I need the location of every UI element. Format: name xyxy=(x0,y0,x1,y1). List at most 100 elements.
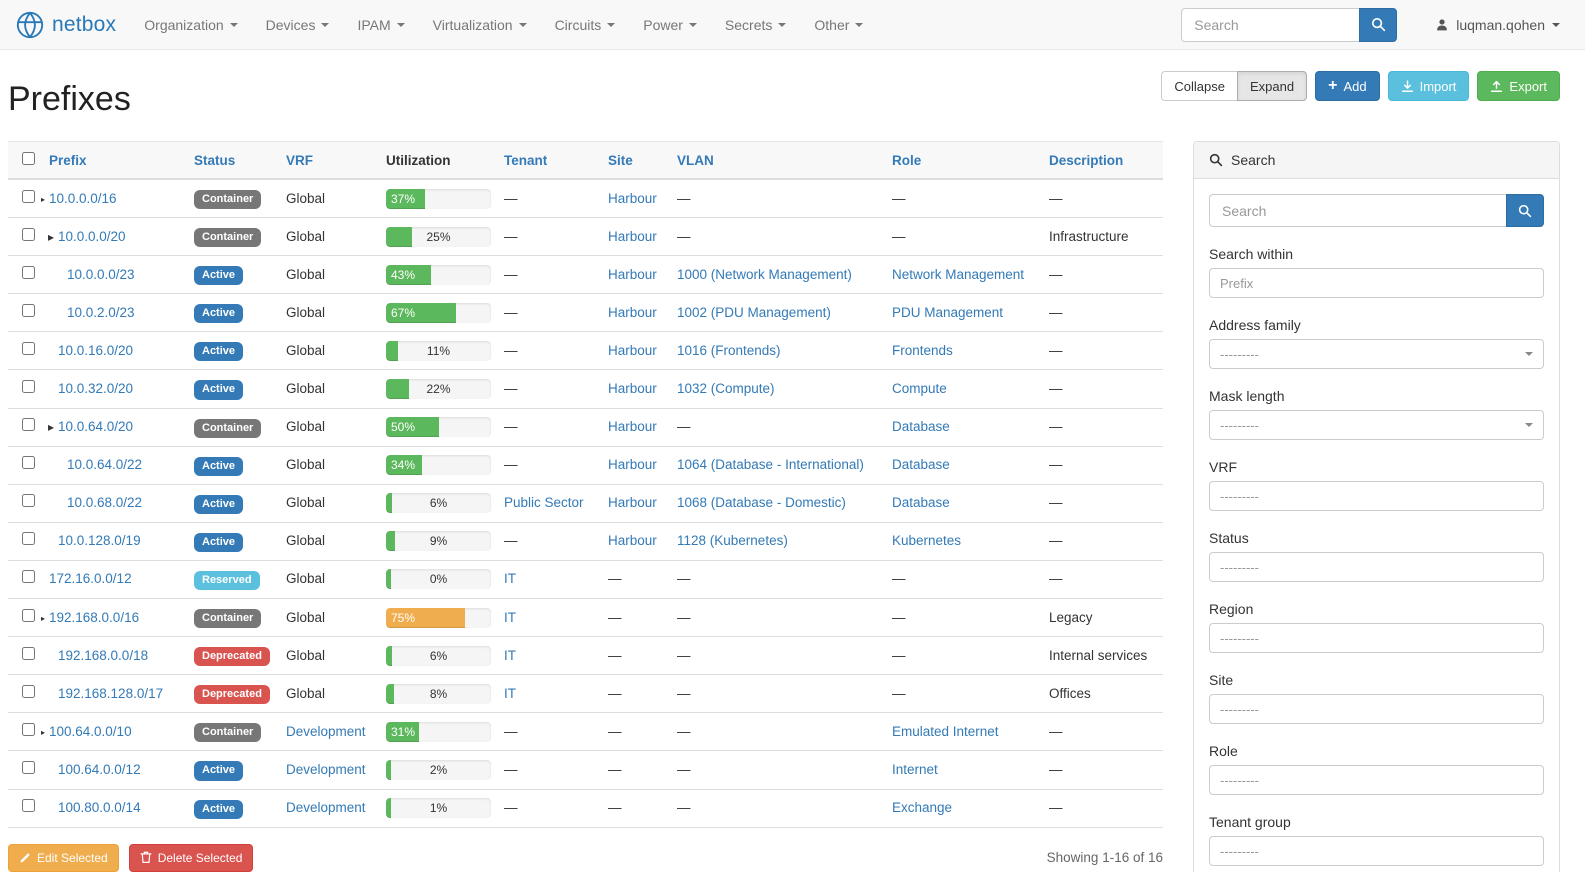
role-link[interactable]: PDU Management xyxy=(892,304,1004,320)
row-checkbox[interactable] xyxy=(22,494,35,508)
prefix-link[interactable]: 100.64.0.0/12 xyxy=(58,761,141,777)
expand-caret-icon[interactable]: ▸ xyxy=(41,189,45,209)
delete-selected-button[interactable]: Delete Selected xyxy=(128,843,254,872)
site-link[interactable]: Harbour xyxy=(608,304,657,320)
row-checkbox[interactable] xyxy=(22,303,35,317)
tenant-link[interactable]: IT xyxy=(504,609,516,625)
row-checkbox[interactable] xyxy=(22,456,35,470)
role-link[interactable]: Database xyxy=(892,457,950,473)
nav-item-devices[interactable]: Devices xyxy=(252,0,344,49)
filter-select-region[interactable]: --------- xyxy=(1209,623,1544,653)
expand-button[interactable]: Expand xyxy=(1237,71,1308,101)
prefix-link[interactable]: 10.0.2.0/23 xyxy=(67,304,135,320)
column-header-tenant[interactable]: Tenant xyxy=(496,141,600,180)
prefix-link[interactable]: 192.168.0.0/16 xyxy=(49,609,140,625)
vlan-link[interactable]: 1000 (Network Management) xyxy=(677,266,852,282)
vlan-link[interactable]: 1068 (Database - Domestic) xyxy=(677,495,846,511)
prefix-link[interactable]: 10.0.32.0/20 xyxy=(58,381,134,397)
expand-caret-icon[interactable]: ▸ xyxy=(48,229,55,244)
vrf-link[interactable]: Development xyxy=(286,761,366,777)
tenant-link[interactable]: IT xyxy=(504,571,516,587)
prefix-link[interactable]: 10.0.68.0/22 xyxy=(67,495,143,511)
filter-select-address-family[interactable]: --------- xyxy=(1209,339,1544,369)
nav-item-secrets[interactable]: Secrets xyxy=(711,0,800,49)
expand-caret-icon[interactable]: ▸ xyxy=(41,608,45,628)
prefix-link[interactable]: 10.0.0.0/20 xyxy=(58,228,126,244)
netbox-brand[interactable]: netbox xyxy=(15,10,116,40)
filter-search-button[interactable] xyxy=(1506,194,1544,227)
filter-select-vrf[interactable]: --------- xyxy=(1209,481,1544,511)
nav-item-virtualization[interactable]: Virtualization xyxy=(419,0,541,49)
prefix-link[interactable]: 192.168.0.0/18 xyxy=(58,647,149,663)
role-link[interactable]: Exchange xyxy=(892,800,953,816)
prefix-link[interactable]: 10.0.128.0/19 xyxy=(58,533,141,549)
add-button[interactable]: + Add xyxy=(1315,71,1380,101)
nav-item-other[interactable]: Other xyxy=(800,0,877,49)
site-link[interactable]: Harbour xyxy=(608,190,657,206)
expand-caret-icon[interactable]: ▸ xyxy=(48,420,55,435)
navbar-search-input[interactable] xyxy=(1181,7,1360,42)
prefix-link[interactable]: 10.0.64.0/20 xyxy=(58,419,134,435)
user-menu[interactable]: luqman.qohen xyxy=(1435,17,1560,33)
filter-select-site[interactable]: --------- xyxy=(1209,694,1544,724)
column-header-prefix[interactable]: Prefix xyxy=(41,141,186,180)
row-checkbox[interactable] xyxy=(22,265,35,279)
filter-select-tenant-group[interactable]: --------- xyxy=(1209,836,1544,866)
row-checkbox[interactable] xyxy=(22,341,35,355)
edit-selected-button[interactable]: Edit Selected xyxy=(8,843,119,872)
prefix-link[interactable]: 192.168.128.0/17 xyxy=(58,685,164,701)
prefix-link[interactable]: 10.0.64.0/22 xyxy=(67,457,143,473)
vlan-link[interactable]: 1128 (Kubernetes) xyxy=(677,533,788,549)
prefix-link[interactable]: 172.16.0.0/12 xyxy=(49,571,132,587)
column-header-description[interactable]: Description xyxy=(1041,141,1163,180)
prefix-link[interactable]: 10.0.0.0/23 xyxy=(67,266,135,282)
role-link[interactable]: Network Management xyxy=(892,266,1025,282)
column-header-site[interactable]: Site xyxy=(600,141,669,180)
role-link[interactable]: Database xyxy=(892,419,950,435)
vlan-link[interactable]: 1064 (Database - International) xyxy=(677,457,864,473)
column-header-vrf[interactable]: VRF xyxy=(278,141,378,180)
filter-select-role[interactable]: --------- xyxy=(1209,765,1544,795)
site-link[interactable]: Harbour xyxy=(608,228,657,244)
tenant-link[interactable]: IT xyxy=(504,647,516,663)
prefix-link[interactable]: 100.64.0.0/10 xyxy=(49,723,132,739)
prefix-link[interactable]: 100.80.0.0/14 xyxy=(58,800,141,816)
select-all-checkbox[interactable] xyxy=(22,152,35,165)
site-link[interactable]: Harbour xyxy=(608,266,657,282)
filter-input-search-within[interactable] xyxy=(1209,268,1544,298)
column-header-role[interactable]: Role xyxy=(884,141,1041,180)
role-link[interactable]: Kubernetes xyxy=(892,533,962,549)
prefix-link[interactable]: 10.0.0.0/16 xyxy=(49,190,117,206)
export-button[interactable]: Export xyxy=(1477,71,1560,101)
row-checkbox[interactable] xyxy=(22,608,35,622)
nav-item-circuits[interactable]: Circuits xyxy=(541,0,630,49)
site-link[interactable]: Harbour xyxy=(608,381,657,397)
nav-item-ipam[interactable]: IPAM xyxy=(343,0,418,49)
site-link[interactable]: Harbour xyxy=(608,342,657,358)
row-checkbox[interactable] xyxy=(22,684,35,698)
role-link[interactable]: Frontends xyxy=(892,342,953,358)
collapse-button[interactable]: Collapse xyxy=(1161,71,1238,101)
site-link[interactable]: Harbour xyxy=(608,419,657,435)
row-checkbox[interactable] xyxy=(22,418,35,432)
column-header-vlan[interactable]: VLAN xyxy=(669,141,884,180)
vrf-link[interactable]: Development xyxy=(286,723,366,739)
vlan-link[interactable]: 1002 (PDU Management) xyxy=(677,304,831,320)
site-link[interactable]: Harbour xyxy=(608,457,657,473)
row-checkbox[interactable] xyxy=(22,646,35,660)
expand-caret-icon[interactable]: ▸ xyxy=(41,722,45,742)
import-button[interactable]: Import xyxy=(1387,71,1470,101)
site-link[interactable]: Harbour xyxy=(608,533,657,549)
vlan-link[interactable]: 1032 (Compute) xyxy=(677,381,775,397)
role-link[interactable]: Database xyxy=(892,495,950,511)
row-checkbox[interactable] xyxy=(22,570,35,584)
role-link[interactable]: Internet xyxy=(892,761,938,777)
vrf-link[interactable]: Development xyxy=(286,800,366,816)
navbar-search-button[interactable] xyxy=(1359,7,1398,42)
row-checkbox[interactable] xyxy=(22,189,35,203)
column-header-status[interactable]: Status xyxy=(186,141,278,180)
nav-item-organization[interactable]: Organization xyxy=(130,0,251,49)
row-checkbox[interactable] xyxy=(22,532,35,546)
nav-item-power[interactable]: Power xyxy=(629,0,711,49)
role-link[interactable]: Compute xyxy=(892,381,947,397)
